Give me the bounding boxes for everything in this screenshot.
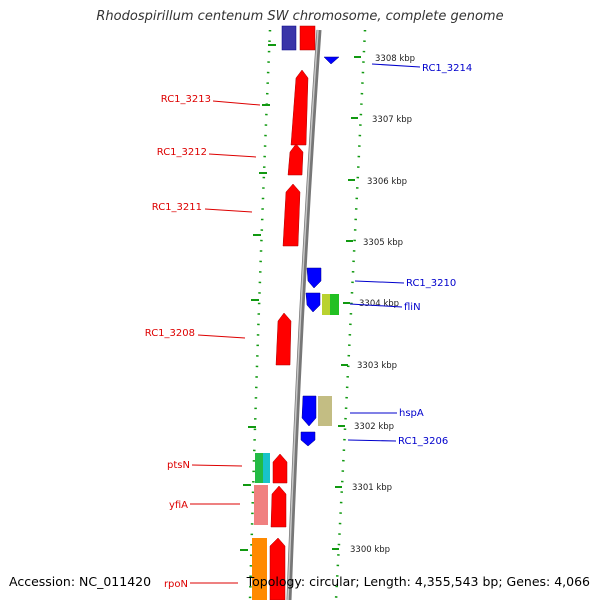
outer-ring-right [334, 29, 367, 600]
tick-label: 3300 kbp [350, 545, 390, 555]
gene-label[interactable]: hspA [399, 408, 424, 419]
gene-rc1-3214[interactable] [323, 56, 340, 65]
gene-hspa-blue[interactable] [301, 395, 317, 427]
tick-labels: 3308 kbp 3307 kbp 3306 kbp 3305 kbp 3304… [350, 54, 415, 555]
gene-ptsn-cyan[interactable] [263, 453, 270, 483]
gene-label[interactable]: RC1_3212 [157, 147, 207, 158]
gene-label[interactable]: fliN [404, 302, 421, 313]
gene-rc1-3206[interactable] [300, 431, 316, 447]
tick-label: 3305 kbp [363, 238, 403, 248]
gene-rpon-red[interactable] [269, 537, 286, 600]
gene-label[interactable]: RC1_3210 [406, 278, 456, 289]
leader-rc1-3212 [208, 153, 257, 158]
tick-label: 3304 kbp [359, 299, 399, 309]
tick-label: 3301 kbp [352, 483, 392, 493]
gene-rc1-3213[interactable] [290, 69, 309, 146]
gene-yfia-pink[interactable] [254, 485, 268, 525]
gene-ptsn-red[interactable] [272, 453, 288, 484]
gene-label[interactable]: RC1_3206 [398, 436, 448, 447]
right-gene-labels: RC1_3214 RC1_3210 fliN hspA RC1_3206 [398, 63, 472, 447]
leader-rc1-3206 [347, 439, 397, 442]
gene-flin-yellow[interactable] [322, 294, 330, 315]
tick-label: 3307 kbp [372, 115, 412, 125]
gene-blue-fli[interactable] [305, 292, 321, 313]
gene-label[interactable]: RC1_3214 [422, 63, 472, 74]
gene-label[interactable]: ptsN [167, 460, 190, 471]
gene-flin-green[interactable] [330, 294, 339, 315]
tick-label: 3303 kbp [357, 361, 397, 371]
accession-text: Accession: NC_011420 [9, 574, 152, 589]
gene-rpon-orange[interactable] [252, 538, 267, 600]
gene-label[interactable]: rpoN [164, 579, 188, 590]
gene-label[interactable]: yfiA [169, 500, 188, 511]
gene-top-red[interactable] [299, 25, 316, 51]
gene-hspa-olive[interactable] [318, 396, 332, 426]
leader-ptsn [191, 464, 243, 467]
tick-label: 3308 kbp [375, 54, 415, 64]
leader-rc1-3210 [354, 280, 405, 284]
tick-label: 3302 kbp [354, 422, 394, 432]
reverse-genes [281, 25, 340, 447]
gene-ptsn-green[interactable] [255, 453, 263, 483]
leader-flin [349, 303, 403, 308]
gene-top-blue[interactable] [281, 25, 297, 51]
leader-rc1-3211 [204, 208, 253, 213]
gene-label[interactable]: RC1_3211 [152, 202, 202, 213]
gene-rc1-3210[interactable] [306, 267, 322, 289]
leader-rc1-3213 [212, 100, 261, 106]
tick-marks [240, 44, 361, 551]
tick-label: 3306 kbp [367, 177, 407, 187]
leader-rc1-3214 [371, 63, 421, 68]
forward-genes [269, 25, 316, 600]
left-gene-labels: RC1_3213 RC1_3212 RC1_3211 RC1_3208 ptsN… [145, 94, 211, 590]
topology-text: Topology: circular; Length: 4,355,543 bp… [246, 574, 590, 589]
map-title: Rhodospirillum centenum SW chromosome, c… [96, 9, 504, 24]
backbone-highlight [287, 29, 319, 600]
gene-rc1-3211[interactable] [282, 183, 301, 247]
gene-label[interactable]: RC1_3213 [161, 94, 211, 105]
leader-rc1-3208 [197, 334, 246, 339]
gene-label[interactable]: RC1_3208 [145, 328, 195, 339]
gene-rc1-3208[interactable] [275, 312, 292, 366]
other-genes [252, 294, 339, 600]
leader-lines [190, 63, 421, 584]
gene-yfia-red[interactable] [270, 485, 287, 528]
gene-rc1-3212[interactable] [287, 143, 304, 176]
backbone [286, 29, 322, 600]
